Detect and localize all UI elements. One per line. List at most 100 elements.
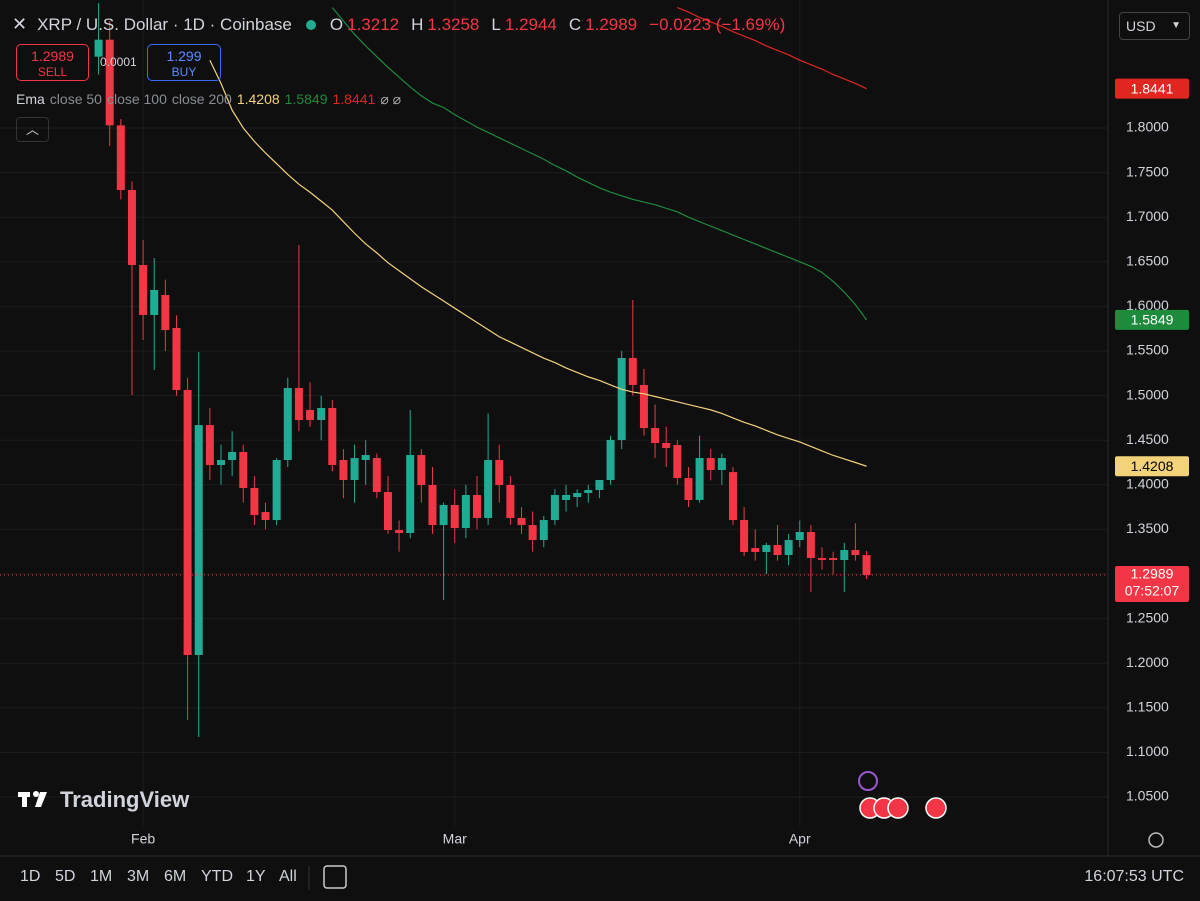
price-tag bbox=[1115, 309, 1189, 330]
range-button[interactable]: 1Y bbox=[246, 868, 266, 885]
ohlc-value: 1.3258 bbox=[427, 14, 480, 34]
title: XRP / U.S. Dollar · 1D · Coinbase bbox=[37, 14, 292, 34]
candle-body bbox=[584, 489, 593, 494]
candle-body bbox=[818, 558, 827, 561]
candle-body bbox=[350, 458, 359, 480]
candle-body bbox=[372, 458, 381, 493]
candle-body bbox=[717, 458, 726, 470]
ohlc-value: 1.2989 bbox=[585, 14, 638, 34]
candle-body bbox=[216, 460, 225, 466]
candle-body bbox=[383, 492, 392, 531]
candle-body bbox=[172, 327, 181, 390]
collapse-button[interactable]: ︿ bbox=[16, 117, 49, 142]
candle-body bbox=[829, 558, 838, 561]
axis: 1.05001.10001.15001.20001.25001.30001.35… bbox=[131, 78, 1189, 847]
ohlc-prefix: O bbox=[329, 14, 344, 34]
candle-body bbox=[228, 451, 237, 461]
candle-body bbox=[283, 388, 292, 461]
candle-body bbox=[628, 357, 637, 385]
candle-body bbox=[439, 504, 448, 526]
price-tag-label: 1.5849 bbox=[1131, 312, 1174, 328]
ohlc-prefix: C bbox=[568, 14, 582, 34]
range-button[interactable]: 1D bbox=[20, 868, 41, 885]
candle-body bbox=[795, 531, 804, 541]
range-button[interactable]: YTD bbox=[201, 868, 233, 885]
legend-value: 1.4208 bbox=[236, 91, 280, 107]
candle-body bbox=[740, 520, 749, 552]
candle-body bbox=[806, 531, 815, 559]
sell-label: SELL bbox=[37, 65, 68, 79]
candle-body bbox=[150, 289, 159, 315]
legend-name: close 200 bbox=[171, 91, 232, 107]
legend-name: close 50 bbox=[49, 91, 102, 107]
x-tick-label: Apr bbox=[789, 831, 811, 847]
close-icon[interactable]: ✕ bbox=[12, 14, 28, 34]
candle-body bbox=[495, 460, 504, 485]
candle-body bbox=[684, 478, 693, 500]
y-tick-label: 1.1500 bbox=[1126, 699, 1169, 715]
candle-body bbox=[127, 189, 136, 266]
range-button[interactable]: 3M bbox=[127, 868, 150, 885]
candle-body bbox=[773, 545, 782, 556]
candle-body bbox=[595, 479, 604, 490]
logo-text: TradingView bbox=[60, 787, 190, 812]
ohlc-value: 1.3212 bbox=[347, 14, 400, 34]
candle-body bbox=[695, 458, 704, 500]
y-tick-label: 1.7000 bbox=[1126, 208, 1169, 224]
candle-body bbox=[573, 493, 582, 498]
change: −0.0223 (−1.69%) bbox=[649, 14, 786, 34]
candle-body bbox=[406, 455, 415, 533]
y-tick-label: 1.5500 bbox=[1126, 342, 1169, 358]
candle-body bbox=[840, 550, 849, 561]
y-tick-label: 1.7500 bbox=[1126, 163, 1169, 179]
y-tick-label: 1.1000 bbox=[1126, 743, 1169, 759]
candle-body bbox=[862, 555, 871, 575]
grid bbox=[0, 0, 1108, 826]
y-tick-label: 1.0500 bbox=[1126, 788, 1169, 804]
range-button[interactable]: All bbox=[279, 868, 297, 885]
price-tag-label: 1.8441 bbox=[1131, 80, 1174, 96]
candle-body bbox=[562, 494, 571, 500]
status-dot bbox=[305, 19, 316, 30]
y-tick-label: 1.2000 bbox=[1126, 654, 1169, 670]
candle-body bbox=[205, 425, 214, 466]
ohlc-value: 1.2944 bbox=[504, 14, 557, 34]
last-price-tag bbox=[1115, 565, 1189, 602]
candle-body bbox=[417, 455, 426, 485]
candle-body bbox=[272, 460, 281, 521]
visibility-icons[interactable]: ⌀ ⌀ bbox=[380, 91, 402, 107]
settings-icon[interactable] bbox=[1148, 832, 1164, 848]
buy-button[interactable]: 1.299 BUY bbox=[147, 44, 221, 81]
y-tick-label: 1.4000 bbox=[1126, 476, 1169, 492]
candle-body bbox=[328, 408, 337, 466]
candle-body bbox=[395, 530, 404, 533]
range-button[interactable]: 1M bbox=[90, 868, 113, 885]
price-tag bbox=[1115, 456, 1189, 477]
range-button[interactable]: 6M bbox=[164, 868, 187, 885]
spread: 0.0001 bbox=[100, 55, 137, 69]
logo-mark bbox=[18, 791, 47, 807]
candle-body bbox=[428, 484, 437, 526]
candle-body bbox=[472, 494, 481, 518]
range-button[interactable]: 5D bbox=[55, 868, 76, 885]
candle-body bbox=[484, 460, 493, 518]
y-tick-label: 1.8000 bbox=[1126, 119, 1169, 135]
currency-select[interactable]: USD ▼ bbox=[1119, 12, 1190, 40]
last-price-label: 1.2989 bbox=[1131, 566, 1174, 582]
buy-price: 1.299 bbox=[166, 48, 202, 64]
candle-body bbox=[450, 504, 459, 528]
sell-button[interactable]: 1.2989 SELL bbox=[16, 44, 89, 81]
candle-body bbox=[250, 488, 259, 516]
x-tick-label: Feb bbox=[131, 831, 155, 847]
candle-body bbox=[706, 458, 715, 470]
ema-line bbox=[331, 7, 868, 321]
event-icons[interactable] bbox=[858, 771, 947, 819]
candle-body bbox=[294, 388, 303, 421]
price-tag-label: 1.4208 bbox=[1131, 458, 1174, 474]
candle-body bbox=[550, 494, 559, 521]
candle-body bbox=[306, 409, 315, 421]
y-tick-label: 1.6500 bbox=[1126, 253, 1169, 269]
y-tick-label: 1.4500 bbox=[1126, 431, 1169, 447]
calendar-icon[interactable] bbox=[323, 865, 347, 889]
